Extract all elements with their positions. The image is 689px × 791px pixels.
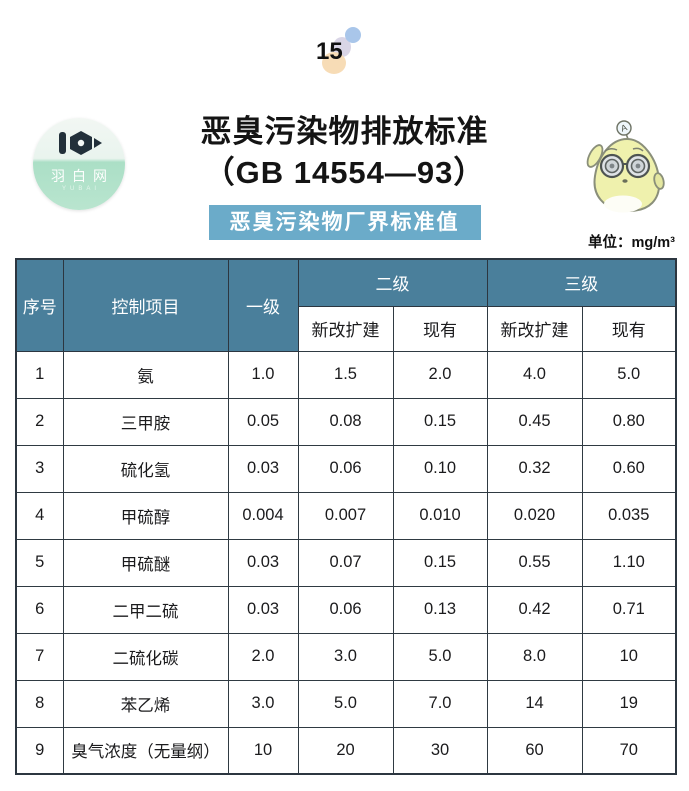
value-cell-level1: 0.05 [227, 397, 299, 446]
table-body: 1 氨 1.0 1.5 2.0 4.0 5.0 2 三甲胺 0.05 0.08 0.15 0.45 0.8… [15, 350, 677, 775]
decor-dot-blue [345, 27, 361, 43]
col-header-l3-existing: 现有 [581, 305, 677, 352]
row-number-cell: 6 [15, 585, 64, 634]
value-cell-l3-new: 0.55 [486, 538, 583, 587]
row-number-cell: 9 [15, 726, 64, 775]
title-line-2: （GB 14554—93） [203, 155, 486, 190]
value-cell-l2-existing: 0.010 [392, 491, 488, 540]
value-cell-l3-new: 0.32 [486, 444, 583, 493]
value-cell-level1: 2.0 [227, 632, 299, 681]
value-cell-l3-new: 4.0 [486, 350, 583, 399]
value-cell-l2-existing: 7.0 [392, 679, 488, 728]
row-number-cell: 8 [15, 679, 64, 728]
value-cell-l3-existing: 19 [581, 679, 677, 728]
col-header-l2-existing: 现有 [392, 305, 488, 352]
value-cell-l3-existing: 0.035 [581, 491, 677, 540]
item-name-cell: 氨 [62, 350, 229, 399]
value-cell-level1: 0.03 [227, 538, 299, 587]
value-cell-l3-existing: 70 [581, 726, 677, 775]
col-header-l3-new: 新改扩建 [486, 305, 583, 352]
table-row: 7 二硫化碳 2.0 3.0 5.0 8.0 10 [15, 632, 677, 681]
item-name-cell: 二甲二硫 [62, 585, 229, 634]
value-cell-l2-new: 0.06 [297, 585, 394, 634]
value-cell-l3-existing: 0.60 [581, 444, 677, 493]
value-cell-level1: 3.0 [227, 679, 299, 728]
row-number-cell: 7 [15, 632, 64, 681]
table-row: 8 苯乙烯 3.0 5.0 7.0 14 19 [15, 679, 677, 728]
col-header-level1: 一级 [227, 258, 299, 352]
value-cell-l2-new: 3.0 [297, 632, 394, 681]
value-cell-l3-new: 0.42 [486, 585, 583, 634]
value-cell-l3-existing: 0.80 [581, 397, 677, 446]
value-cell-l2-existing: 2.0 [392, 350, 488, 399]
logo-mark-icon [59, 131, 102, 155]
value-cell-l3-new: 60 [486, 726, 583, 775]
table-row: 4 甲硫醇 0.004 0.007 0.010 0.020 0.035 [15, 491, 677, 540]
value-cell-l2-existing: 5.0 [392, 632, 488, 681]
item-name-cell: 硫化氢 [62, 444, 229, 493]
value-cell-l2-existing: 0.10 [392, 444, 488, 493]
standards-table: 序号 控制项目 一级 二级 三级 新改扩建 现有 新改扩建 现有 1 氨 1.0 1.… [15, 258, 677, 775]
table-row: 9 臭气浓度（无量纲） 10 20 30 60 70 [15, 726, 677, 775]
yubai-logo: 羽白网 YUBAI [33, 118, 125, 210]
logo-name: 羽白网 [51, 168, 114, 184]
title-line-1: 恶臭污染物排放标准 [200, 114, 489, 149]
section-badge: 恶臭污染物厂界标准值 [208, 205, 481, 240]
table-row: 2 三甲胺 0.05 0.08 0.15 0.45 0.80 [15, 397, 677, 446]
value-cell-l2-new: 0.08 [297, 397, 394, 446]
value-cell-l3-existing: 5.0 [581, 350, 677, 399]
page-number: 15 [316, 38, 343, 65]
col-header-no: 序号 [15, 258, 64, 352]
row-number-cell: 3 [15, 444, 64, 493]
item-name-cell: 二硫化碳 [62, 632, 229, 681]
item-name-cell: 三甲胺 [62, 397, 229, 446]
table-row: 3 硫化氢 0.03 0.06 0.10 0.32 0.60 [15, 444, 677, 493]
page-title: 恶臭污染物排放标准 （GB 14554—93） [0, 111, 689, 193]
row-number-cell: 2 [15, 397, 64, 446]
value-cell-l3-new: 0.020 [486, 491, 583, 540]
table-row: 6 二甲二硫 0.03 0.06 0.13 0.42 0.71 [15, 585, 677, 634]
mascot-antenna-letter: A [620, 122, 629, 133]
col-header-item: 控制项目 [62, 258, 229, 352]
value-cell-l3-existing: 10 [581, 632, 677, 681]
mascot-icon: A [586, 120, 665, 213]
value-cell-l2-existing: 30 [392, 726, 488, 775]
item-name-cell: 甲硫醚 [62, 538, 229, 587]
value-cell-l3-new: 0.45 [486, 397, 583, 446]
value-cell-l2-new: 20 [297, 726, 394, 775]
value-cell-l2-new: 0.06 [297, 444, 394, 493]
table-row: 5 甲硫醚 0.03 0.07 0.15 0.55 1.10 [15, 538, 677, 587]
value-cell-level1: 1.0 [227, 350, 299, 399]
item-name-cell: 甲硫醇 [62, 491, 229, 540]
value-cell-level1: 0.03 [227, 444, 299, 493]
col-header-l2-new: 新改扩建 [297, 305, 394, 352]
col-header-level3: 三级 [486, 258, 677, 307]
value-cell-level1: 0.004 [227, 491, 299, 540]
value-cell-l3-existing: 0.71 [581, 585, 677, 634]
value-cell-l2-new: 5.0 [297, 679, 394, 728]
value-cell-l3-new: 14 [486, 679, 583, 728]
unit-note: 单位：mg/m³ [588, 235, 675, 251]
decor-blob-peach [322, 52, 346, 74]
value-cell-l3-new: 8.0 [486, 632, 583, 681]
value-cell-level1: 0.03 [227, 585, 299, 634]
row-number-cell: 4 [15, 491, 64, 540]
row-number-cell: 1 [15, 350, 64, 399]
value-cell-l2-new: 1.5 [297, 350, 394, 399]
item-name-cell: 臭气浓度（无量纲） [62, 726, 229, 775]
value-cell-l2-existing: 0.13 [392, 585, 488, 634]
item-name-cell: 苯乙烯 [62, 679, 229, 728]
value-cell-level1: 10 [227, 726, 299, 775]
value-cell-l2-existing: 0.15 [392, 397, 488, 446]
logo-subtext: YUBAI [61, 186, 100, 192]
table-row: 1 氨 1.0 1.5 2.0 4.0 5.0 [15, 350, 677, 399]
value-cell-l3-existing: 1.10 [581, 538, 677, 587]
row-number-cell: 5 [15, 538, 64, 587]
col-header-level2: 二级 [297, 258, 488, 307]
value-cell-l2-new: 0.07 [297, 538, 394, 587]
value-cell-l2-existing: 0.15 [392, 538, 488, 587]
value-cell-l2-new: 0.007 [297, 491, 394, 540]
